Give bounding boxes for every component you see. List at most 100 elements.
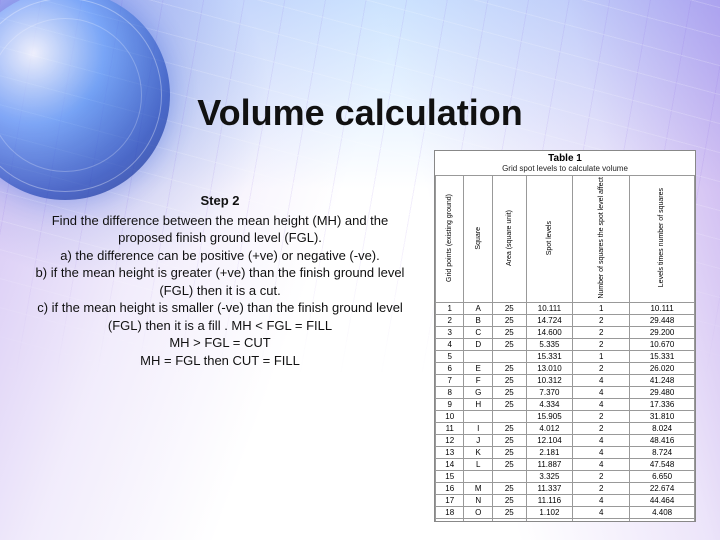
col-header: Square (464, 176, 492, 303)
col-header: Levels times number of squares (630, 176, 695, 303)
table-cell: A (464, 302, 492, 314)
table-cell: 2 (573, 470, 630, 482)
table-cell: 1 (573, 302, 630, 314)
table-cell: 4 (573, 446, 630, 458)
table-cell: 2 (573, 482, 630, 494)
table-cell: 25 (492, 338, 526, 350)
table-cell: 14 (436, 458, 464, 470)
table-cell: 19 (436, 518, 464, 522)
table-cell: 2 (573, 314, 630, 326)
table-cell: G (464, 386, 492, 398)
table-cell: 47.548 (630, 458, 695, 470)
table-cell: 25 (492, 398, 526, 410)
table-cell: 10.312 (526, 374, 573, 386)
table-row: 8G257.370429.480 (436, 386, 695, 398)
table-cell: B (464, 314, 492, 326)
table-cell: 7 (436, 374, 464, 386)
table-cell: 4 (573, 494, 630, 506)
table-cell: 25 (492, 482, 526, 494)
table-row: 11I254.01228.024 (436, 422, 695, 434)
table-row: 19P252.575410.300 (436, 518, 695, 522)
table-cell: 12 (436, 434, 464, 446)
table-cell: 1.102 (526, 506, 573, 518)
table-cell: 8 (436, 386, 464, 398)
table-cell: 5.335 (526, 338, 573, 350)
col-header: Area (square unit) (492, 176, 526, 303)
table-row: 13K252.18148.724 (436, 446, 695, 458)
step-text-block: Step 2 Find the difference between the m… (24, 170, 416, 522)
table-cell: M (464, 482, 492, 494)
table-cell: 29.200 (630, 326, 695, 338)
table-cell: 8.724 (630, 446, 695, 458)
table-cell: 13 (436, 446, 464, 458)
table-row: 1A2510.111110.111 (436, 302, 695, 314)
table-cell: 5 (436, 350, 464, 362)
table-cell: 10.300 (630, 518, 695, 522)
table-cell: H (464, 398, 492, 410)
table-cell: 44.464 (630, 494, 695, 506)
table-row: 515.331115.331 (436, 350, 695, 362)
table-cell: 4 (573, 518, 630, 522)
table-row: 7F2510.312441.248 (436, 374, 695, 386)
table-cell: 25 (492, 374, 526, 386)
table-cell: 25 (492, 518, 526, 522)
table-cell: 4 (573, 434, 630, 446)
slide-title: Volume calculation (0, 92, 720, 134)
table-cell: 3.325 (526, 470, 573, 482)
table-row: 16M2511.337222.674 (436, 482, 695, 494)
table-row: 12J2512.104448.416 (436, 434, 695, 446)
table-head: Grid points (existing ground) Square Are… (436, 176, 695, 303)
table-cell (464, 350, 492, 362)
table-cell: 7.370 (526, 386, 573, 398)
table-cell: 29.448 (630, 314, 695, 326)
table-cell: 14.600 (526, 326, 573, 338)
table-cell: 4 (436, 338, 464, 350)
table-cell: L (464, 458, 492, 470)
table-cell: 2.181 (526, 446, 573, 458)
table-cell: 9 (436, 398, 464, 410)
table-cell (464, 410, 492, 422)
table-cell: 25 (492, 386, 526, 398)
table-cell: 4.334 (526, 398, 573, 410)
table-cell: 17 (436, 494, 464, 506)
table-subtitle: Grid spot levels to calculate volume (435, 164, 695, 175)
table-row: 4D255.335210.670 (436, 338, 695, 350)
step-paragraph: c) if the mean height is smaller (-ve) t… (24, 299, 416, 334)
step-paragraph: b) if the mean height is greater (+ve) t… (24, 264, 416, 299)
table-cell: 10.670 (630, 338, 695, 350)
table-cell: E (464, 362, 492, 374)
table-cell: 15.905 (526, 410, 573, 422)
content-row: Step 2 Find the difference between the m… (24, 170, 696, 522)
table-cell (492, 350, 526, 362)
table-row: 153.32526.650 (436, 470, 695, 482)
table-cell: 4 (573, 386, 630, 398)
table-cell: 2 (573, 422, 630, 434)
table-cell: 4 (573, 398, 630, 410)
table-cell: 48.416 (630, 434, 695, 446)
table-cell: 4 (573, 374, 630, 386)
table-cell: 1 (436, 302, 464, 314)
table-cell: F (464, 374, 492, 386)
table-cell (492, 410, 526, 422)
table-cell: 4 (573, 506, 630, 518)
table-cell: 18 (436, 506, 464, 518)
step-paragraph: MH > FGL = CUT (24, 334, 416, 352)
table-cell: 4.012 (526, 422, 573, 434)
slide: Volume calculation Step 2 Find the diffe… (0, 0, 720, 540)
col-header: Spot levels (526, 176, 573, 303)
table-cell: 25 (492, 422, 526, 434)
table-cell: 17.336 (630, 398, 695, 410)
table-cell: J (464, 434, 492, 446)
col-header: Number of squares the spot level affect (573, 176, 630, 303)
table-cell: 11.337 (526, 482, 573, 494)
table-title: Table 1 (435, 151, 695, 164)
table-cell: 13.010 (526, 362, 573, 374)
table-cell: 10.111 (526, 302, 573, 314)
table-cell: 14.724 (526, 314, 573, 326)
data-table: Grid points (existing ground) Square Are… (435, 175, 695, 522)
table-cell: P (464, 518, 492, 522)
table-cell: 25 (492, 362, 526, 374)
table-cell: 25 (492, 446, 526, 458)
table-cell: 25 (492, 326, 526, 338)
table-cell: 25 (492, 314, 526, 326)
